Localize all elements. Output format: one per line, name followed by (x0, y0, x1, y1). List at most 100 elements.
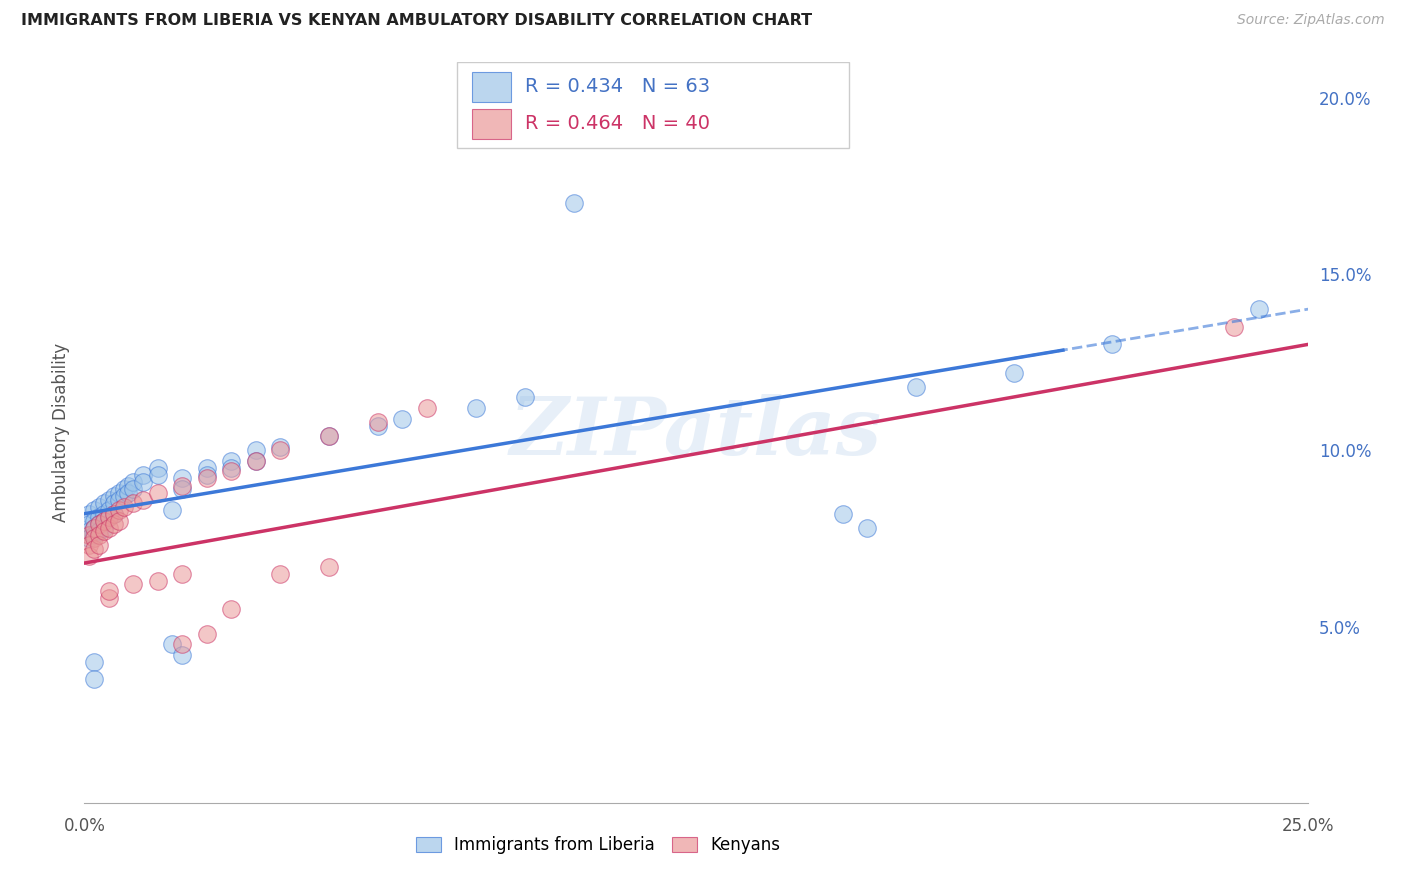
Point (513, 390, 536, 404)
Point (87, 517, 110, 532)
Text: IMMIGRANTS FROM LIBERIA VS KENYAN AMBULATORY DISABILITY CORRELATION CHART: IMMIGRANTS FROM LIBERIA VS KENYAN AMBULA… (21, 13, 813, 29)
Point (83, 532, 105, 546)
Point (77, 524, 100, 539)
Point (219, 461, 242, 475)
Point (195, 471, 218, 485)
Point (195, 626, 218, 640)
Point (87, 510, 110, 524)
Point (103, 496, 125, 510)
Point (83, 514, 105, 528)
Point (87, 528, 110, 542)
Point (831, 507, 853, 521)
Point (162, 503, 184, 517)
Point (97, 521, 120, 535)
Point (172, 482, 194, 496)
Point (103, 507, 125, 521)
Point (93, 524, 115, 539)
Point (562, 196, 585, 211)
Point (367, 418, 389, 433)
Point (107, 514, 129, 528)
Point (245, 443, 267, 458)
Point (195, 461, 218, 475)
Point (122, 482, 145, 496)
Text: R = 0.434   N = 63: R = 0.434 N = 63 (524, 78, 710, 96)
Point (391, 411, 413, 425)
Point (117, 478, 139, 492)
Point (97, 492, 120, 507)
Point (77, 538, 100, 552)
Point (318, 429, 340, 443)
Point (93, 514, 115, 528)
Point (83, 541, 105, 556)
Text: ZIPatlas: ZIPatlas (510, 394, 882, 471)
Point (132, 467, 155, 482)
Text: R = 0.464   N = 40: R = 0.464 N = 40 (524, 114, 710, 134)
Point (107, 492, 129, 507)
Point (146, 461, 169, 475)
FancyBboxPatch shape (457, 62, 849, 147)
Point (97, 510, 120, 524)
Point (122, 496, 145, 510)
Point (112, 482, 135, 496)
Point (1002, 366, 1025, 380)
Point (87, 500, 110, 514)
Point (1101, 337, 1123, 351)
Point (269, 440, 291, 454)
Point (122, 577, 145, 591)
Bar (472, 109, 512, 138)
Point (112, 489, 135, 503)
Point (103, 507, 125, 521)
Point (132, 475, 155, 489)
Point (416, 401, 439, 415)
Point (97, 591, 120, 606)
Point (122, 475, 145, 489)
Point (195, 467, 218, 482)
Point (219, 464, 242, 478)
Point (269, 566, 291, 581)
Point (83, 503, 105, 517)
Legend: Immigrants from Liberia, Kenyans: Immigrants from Liberia, Kenyans (409, 830, 787, 861)
Point (162, 637, 184, 651)
Point (103, 489, 125, 503)
Point (107, 485, 129, 500)
Point (318, 429, 340, 443)
Point (856, 521, 879, 535)
Point (77, 517, 100, 532)
Point (172, 566, 194, 581)
Point (87, 538, 110, 552)
Point (93, 507, 115, 521)
Point (93, 514, 115, 528)
Point (172, 471, 194, 485)
Text: Source: ZipAtlas.com: Source: ZipAtlas.com (1237, 13, 1385, 28)
Point (172, 648, 194, 662)
Point (245, 454, 267, 468)
Point (1247, 302, 1270, 317)
Point (83, 673, 105, 687)
Point (146, 467, 169, 482)
Point (112, 500, 135, 514)
Point (117, 485, 139, 500)
Point (245, 454, 267, 468)
Point (146, 485, 169, 500)
Point (219, 454, 242, 468)
Point (83, 655, 105, 669)
Point (269, 443, 291, 458)
Point (1223, 319, 1246, 334)
Point (97, 584, 120, 599)
Point (905, 380, 928, 394)
Point (83, 521, 105, 535)
Point (77, 532, 100, 546)
Point (464, 401, 486, 415)
Point (87, 524, 110, 539)
Point (97, 510, 120, 524)
Point (77, 549, 100, 563)
Point (132, 492, 155, 507)
Point (83, 528, 105, 542)
Point (318, 559, 340, 574)
Point (77, 528, 100, 542)
Point (83, 521, 105, 535)
Point (172, 637, 194, 651)
Point (367, 415, 389, 429)
Point (97, 503, 120, 517)
Point (93, 496, 115, 510)
